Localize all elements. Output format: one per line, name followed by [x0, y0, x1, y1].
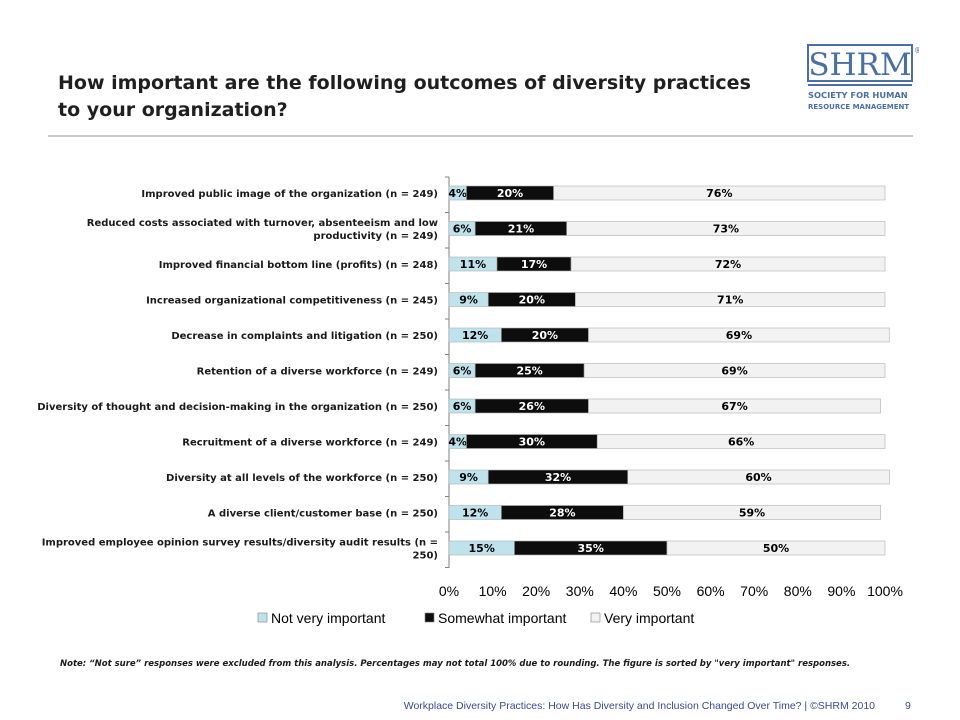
- legend-swatch: [257, 612, 268, 623]
- data-label: 26%: [519, 400, 545, 413]
- category-label: Improved employee opinion survey results…: [42, 538, 438, 562]
- data-label: 73%: [713, 223, 739, 236]
- slide-title: How important are the following outcomes…: [58, 72, 751, 121]
- x-tick-label: 70%: [740, 583, 768, 599]
- data-label: 32%: [545, 471, 571, 484]
- stacked-bar-chart: 0% 10% 20% 30% 40% 50% 60% 70% 80% 90% 100% Improve…: [37, 176, 903, 626]
- data-label: 30%: [519, 436, 545, 449]
- bar-segment: [666, 540, 886, 556]
- logo-trademark: ®: [914, 46, 919, 55]
- x-tick-label: 30%: [566, 583, 594, 599]
- legend-swatch: [424, 612, 435, 623]
- data-label: 4%: [448, 436, 467, 449]
- footnote: Note: “Not sure” responses were excluded…: [60, 659, 851, 669]
- data-label: 21%: [508, 223, 534, 236]
- bar-segment: [588, 398, 881, 414]
- x-tick-label: 100%: [867, 583, 903, 599]
- x-tick-label: 60%: [697, 583, 725, 599]
- legend-label: Somewhat important: [438, 610, 567, 626]
- data-label: 15%: [469, 542, 495, 555]
- x-tick-label: 80%: [784, 583, 812, 599]
- category-label: Decrease in complaints and litigation (n…: [171, 331, 438, 342]
- bar-segment: [570, 256, 886, 272]
- data-label: 72%: [715, 258, 741, 271]
- data-label: 4%: [448, 187, 467, 200]
- data-label: 66%: [728, 436, 754, 449]
- data-label: 50%: [763, 542, 789, 555]
- logo-line-1: SOCIETY FOR HUMAN: [808, 90, 908, 100]
- data-label: 11%: [460, 258, 486, 271]
- shrm-logo: SHRM ® SOCIETY FOR HUMAN RESOURCE MANAGE…: [807, 44, 922, 132]
- data-label: 69%: [721, 365, 747, 378]
- data-label: 71%: [717, 294, 743, 307]
- title-divider: [48, 135, 913, 137]
- category-label: Diversity at all levels of the workforce…: [166, 473, 438, 484]
- data-label: 9%: [459, 471, 478, 484]
- bar-segment: [553, 185, 886, 201]
- x-tick-label: 20%: [522, 583, 550, 599]
- data-label: 9%: [459, 294, 478, 307]
- x-tick-label: 40%: [609, 583, 637, 599]
- bar-segment: [583, 363, 886, 378]
- category-label: Reduced costs associated with turnover, …: [87, 218, 438, 242]
- data-label: 17%: [521, 258, 547, 271]
- data-label: 67%: [721, 400, 747, 413]
- data-label: 6%: [453, 223, 472, 236]
- data-label: 28%: [549, 507, 575, 520]
- data-label: 35%: [578, 542, 604, 555]
- data-label: 20%: [497, 187, 523, 200]
- data-label: 69%: [726, 329, 752, 342]
- logo-line-2: RESOURCE MANAGEMENT: [808, 103, 909, 111]
- data-label: 59%: [739, 507, 765, 520]
- logo-mark: SHRM: [808, 47, 911, 83]
- data-label: 20%: [532, 329, 558, 342]
- data-label: 6%: [453, 400, 472, 413]
- category-label: Diversity of thought and decision-making…: [37, 402, 438, 413]
- bar-segment: [627, 469, 890, 485]
- category-label: A diverse client/customer base (n = 250): [208, 509, 438, 520]
- bar-segment: [623, 505, 881, 520]
- data-label: 20%: [519, 294, 545, 307]
- legend-label: Very important: [604, 610, 694, 626]
- category-label: Recruitment of a diverse workforce (n = …: [182, 438, 438, 449]
- bar-segment: [588, 327, 890, 343]
- category-label: Retention of a diverse workforce (n = 24…: [197, 367, 438, 378]
- x-tick-label: 90%: [827, 583, 855, 599]
- data-label: 76%: [706, 187, 732, 200]
- category-label: Improved financial bottom line (profits)…: [159, 260, 438, 271]
- data-label: 60%: [745, 471, 771, 484]
- legend-swatch: [590, 612, 601, 623]
- legend-label: Not very important: [271, 610, 385, 626]
- data-label: 25%: [516, 365, 542, 378]
- bar-segment: [575, 292, 886, 307]
- x-tick-label: 0%: [439, 583, 459, 599]
- data-label: 12%: [462, 329, 488, 342]
- data-label: 6%: [453, 365, 472, 378]
- footer-text: Workplace Diversity Practices: How Has D…: [403, 700, 875, 712]
- x-tick-label: 50%: [653, 583, 681, 599]
- data-label: 12%: [462, 507, 488, 520]
- page-number: 9: [905, 700, 911, 712]
- bar-segment: [596, 434, 886, 449]
- category-label: Increased organizational competitiveness…: [146, 296, 438, 307]
- x-tick-label: 10%: [479, 583, 507, 599]
- bar-segment: [566, 221, 886, 236]
- category-label: Improved public image of the organizatio…: [141, 189, 438, 200]
